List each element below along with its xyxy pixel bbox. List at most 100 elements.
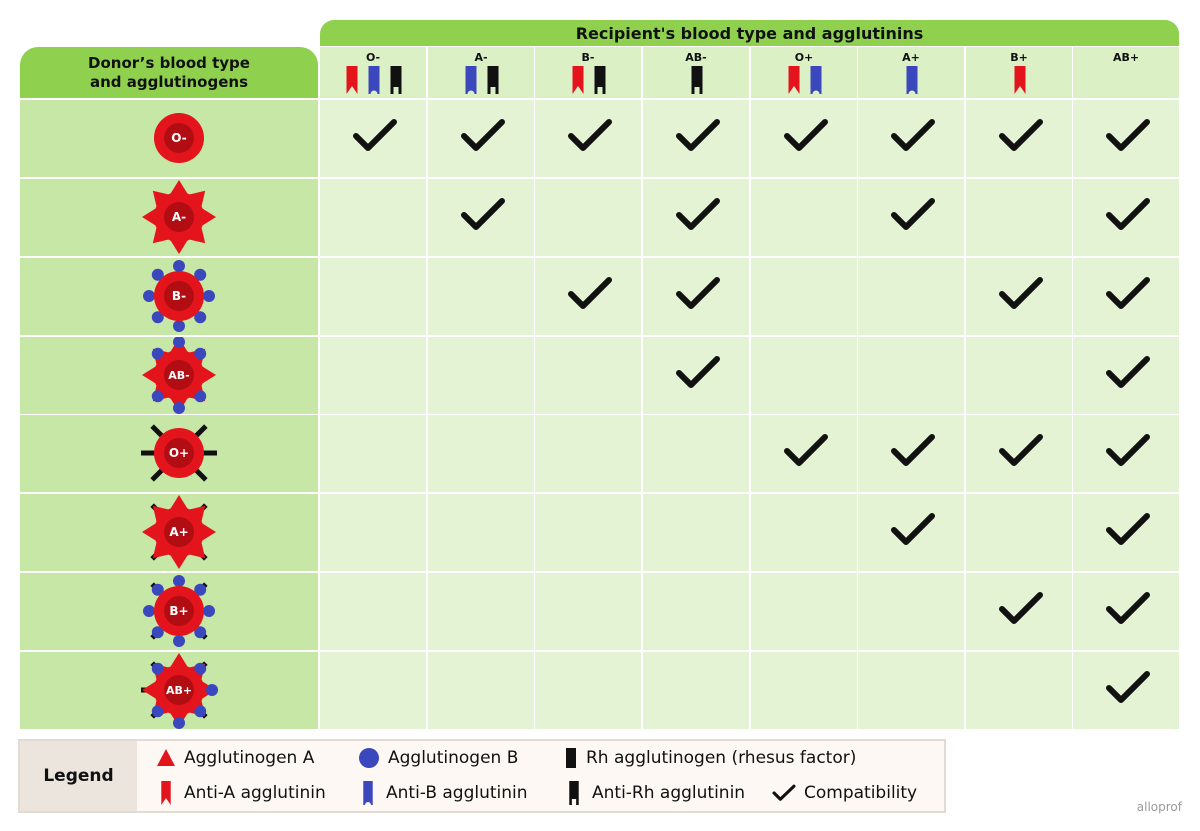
legend-anti-a: Anti-A agglutinin (156, 781, 326, 805)
legend-rh-agglutinogen-label: Rh agglutinogen (rhesus factor) (586, 748, 857, 768)
svg-text:A-: A- (172, 210, 186, 224)
checkmark-icon (1106, 198, 1150, 230)
compatibility-cell (1073, 652, 1179, 729)
compatibility-cell (1073, 573, 1179, 650)
compatibility-cell (966, 494, 1072, 571)
recipient-type-label: A+ (902, 51, 920, 64)
svg-text:B-: B- (172, 289, 186, 303)
compatibility-cell (858, 100, 964, 177)
checkmark-icon (676, 356, 720, 388)
svg-text:B+: B+ (169, 604, 188, 618)
checkmark-icon (1106, 119, 1150, 151)
compatibility-cell (428, 494, 534, 571)
legend-anti-b: Anti-B agglutinin (358, 781, 528, 805)
compatibility-cell (643, 179, 749, 256)
agglutinins-icons (572, 66, 606, 94)
legend-title: Legend (20, 741, 137, 811)
checkmark-icon (676, 198, 720, 230)
checkmark-icon (1106, 356, 1150, 388)
agglutinins-icons (691, 66, 703, 94)
checkmark-icon (999, 592, 1043, 624)
compatibility-cell (320, 573, 426, 650)
blood-cell-icon: B- (143, 260, 215, 332)
compatibility-cell (535, 258, 641, 335)
checkmark-icon (568, 119, 612, 151)
compatibility-cell (643, 573, 749, 650)
alloprof-logo: alloprof (1136, 800, 1182, 814)
compatibility-cell (320, 258, 426, 335)
compatibility-cell (1073, 494, 1179, 571)
compatibility-cell (966, 573, 1072, 650)
donor-row-header: O- (20, 100, 318, 177)
agglutinins-icons (465, 66, 499, 94)
legend-agglutinogen-b-label: Agglutinogen B (388, 748, 519, 768)
legend-anti-rh: Anti-Rh agglutinin (564, 781, 745, 805)
recipient-type-label: O+ (794, 51, 814, 64)
compatibility-cell (966, 652, 1072, 729)
compatibility-cell (858, 573, 964, 650)
compatibility-cell (966, 258, 1072, 335)
compatibility-cell (535, 415, 641, 492)
checkmark-icon (676, 277, 720, 309)
checkmark-icon (568, 277, 612, 309)
compatibility-cell (858, 179, 964, 256)
compatibility-cell (428, 415, 534, 492)
legend-compatibility: Compatibility (772, 782, 917, 804)
donor-row-header: B- (20, 258, 318, 335)
compatibility-cell (320, 179, 426, 256)
compatibility-cell (320, 100, 426, 177)
checkmark-icon (1106, 434, 1150, 466)
recipient-column-header: A- (428, 47, 534, 98)
blood-cell-icon: A- (142, 180, 216, 254)
compatibility-cell (643, 652, 749, 729)
compatibility-cell (1073, 258, 1179, 335)
compatibility-cell (320, 652, 426, 729)
checkmark-icon (784, 434, 828, 466)
compatibility-cell (1073, 337, 1179, 414)
compatibility-cell (535, 494, 641, 571)
compatibility-cell (320, 415, 426, 492)
compatibility-cell (751, 179, 857, 256)
compatibility-cell (751, 415, 857, 492)
agglutinins-icons (788, 66, 822, 94)
compatibility-cell (858, 415, 964, 492)
checkmark-icon (999, 119, 1043, 151)
recipient-type-label: O- (365, 51, 381, 64)
legend-anti-b-label: Anti-B agglutinin (386, 783, 528, 803)
compatibility-cell (1073, 415, 1179, 492)
donor-header: Donor’s blood type and agglutinogens (20, 47, 318, 98)
checkmark-icon (461, 119, 505, 151)
recipient-column-header: O+ (751, 47, 857, 98)
checkmark-icon (999, 434, 1043, 466)
compatibility-cell (751, 494, 857, 571)
rh-bar-icon (566, 748, 576, 768)
checkmark-icon (676, 119, 720, 151)
agglutinins-icons (1014, 66, 1026, 94)
recipient-header-title: Recipient's blood type and agglutinins (575, 23, 924, 43)
compatibility-cell (535, 100, 641, 177)
compatibility-cell (751, 652, 857, 729)
blood-cell-icon: O+ (141, 424, 217, 482)
blood-cell-icon: AB- (142, 337, 216, 414)
recipient-column-header: B- (535, 47, 641, 98)
checkmark-icon (461, 198, 505, 230)
compatibility-cell (966, 337, 1072, 414)
compatibility-cell (643, 258, 749, 335)
anti-b-icon (363, 781, 373, 805)
legend-agglutinogen-a-label: Agglutinogen A (184, 748, 315, 768)
recipient-type-label: A- (474, 51, 488, 64)
compatibility-cell (751, 100, 857, 177)
donor-row-header: AB+ (20, 652, 318, 729)
svg-text:AB-: AB- (168, 369, 189, 382)
anti-a-icon (161, 781, 171, 805)
anti-rh-icon (569, 781, 579, 805)
recipient-type-label: AB+ (1112, 51, 1140, 64)
recipient-column-header: AB+ (1073, 47, 1179, 98)
compatibility-cell (643, 415, 749, 492)
checkmark-icon (353, 119, 397, 151)
triangle-icon (157, 749, 175, 766)
compatibility-cell (320, 494, 426, 571)
compatibility-cell (751, 573, 857, 650)
recipient-column-header: A+ (858, 47, 964, 98)
compatibility-cell (643, 100, 749, 177)
